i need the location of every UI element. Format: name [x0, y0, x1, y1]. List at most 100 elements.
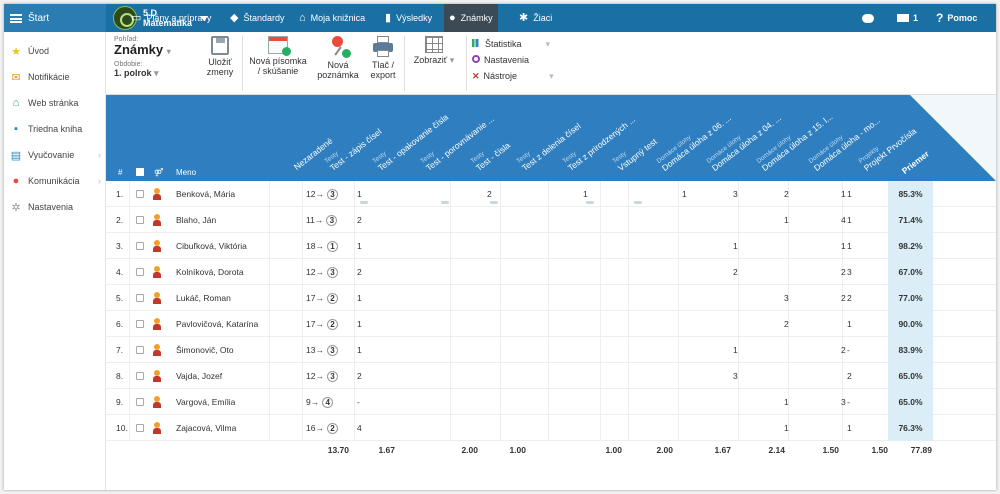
column-header[interactable]: Testy Test - čísla	[469, 140, 513, 173]
student-name[interactable]: Vajda, Jozef	[176, 371, 223, 381]
nav-4[interactable]: ● Známky	[444, 4, 498, 32]
nav-3[interactable]: ▮ Výsledky	[385, 12, 433, 24]
grade-cell[interactable]: 1	[357, 319, 362, 329]
row-checkbox-cell[interactable]	[136, 259, 144, 285]
sidebar-item-5[interactable]: ● Komunikácia ›	[4, 168, 105, 194]
sidebar-item-6[interactable]: ✲ Nastavenia	[11, 201, 74, 214]
start-button[interactable]: Štart	[4, 4, 106, 32]
unassigned-cell[interactable]: 16 → 2	[306, 415, 338, 441]
column-header[interactable]: Testy Test - zápis čísel	[323, 126, 384, 173]
grade-cell[interactable]: 2	[847, 371, 852, 381]
class-selector[interactable]: 5.D Matematika	[113, 6, 209, 30]
row-checkbox[interactable]	[136, 294, 144, 302]
grade-cell[interactable]: 1	[847, 241, 852, 251]
grade-cell[interactable]: 1	[847, 423, 852, 433]
grade-cell[interactable]: -	[847, 397, 850, 407]
unassigned-cell[interactable]: 17 → 2	[306, 285, 338, 311]
grade-cell[interactable]: 2	[841, 345, 846, 355]
row-checkbox-cell[interactable]	[136, 389, 144, 415]
grade-cell[interactable]: 2	[357, 215, 362, 225]
nav-5[interactable]: ✱ Žiaci	[519, 12, 553, 24]
grade-cell[interactable]: 1	[357, 241, 362, 251]
tools-menu[interactable]: ✕ Nástroje ▾	[472, 71, 554, 81]
sidebar-item-4[interactable]: ▤ Vyučovanie ›	[10, 149, 101, 162]
nav-1[interactable]: ◆ Štandardy	[230, 12, 285, 24]
mail-button[interactable]: 1	[897, 4, 918, 32]
grade-cell[interactable]: 3	[841, 397, 846, 407]
row-checkbox-cell[interactable]	[136, 181, 144, 207]
grade-cell[interactable]: 1	[847, 319, 852, 329]
grade-cell[interactable]: 3	[784, 293, 789, 303]
grade-cell[interactable]: 1	[357, 189, 362, 199]
student-name[interactable]: Cibuľková, Viktória	[176, 241, 247, 251]
row-checkbox-cell[interactable]	[136, 415, 144, 441]
row-checkbox-cell[interactable]	[136, 207, 144, 233]
grade-cell[interactable]: 1	[784, 423, 789, 433]
row-checkbox[interactable]	[136, 268, 144, 276]
grade-cell[interactable]: 2	[847, 293, 852, 303]
help-button[interactable]: ? Pomoc	[936, 11, 978, 25]
grade-cell[interactable]: 1	[733, 345, 738, 355]
unassigned-cell[interactable]: 17 → 2	[306, 311, 338, 337]
unassigned-cell[interactable]: 12 → 3	[306, 363, 338, 389]
row-checkbox-cell[interactable]	[136, 337, 144, 363]
period-selector[interactable]: 1. polrok ▾	[114, 68, 159, 78]
grade-cell[interactable]: 1	[357, 345, 362, 355]
print-button[interactable]: Tlač / export	[366, 36, 400, 80]
grade-cell[interactable]: 1	[847, 189, 852, 199]
row-checkbox[interactable]	[136, 346, 144, 354]
grade-cell[interactable]: 1	[583, 189, 588, 199]
grade-cell[interactable]: 2	[841, 267, 846, 277]
student-name[interactable]: Lukáč, Roman	[176, 293, 231, 303]
grade-cell[interactable]: 3	[847, 267, 852, 277]
row-checkbox-cell[interactable]	[136, 363, 144, 389]
grade-cell[interactable]: 4	[841, 215, 846, 225]
row-checkbox-cell[interactable]	[136, 285, 144, 311]
unassigned-cell[interactable]: 18 → 1	[306, 233, 338, 259]
messages-button[interactable]	[862, 4, 874, 32]
unassigned-cell[interactable]: 12 → 3	[306, 181, 338, 207]
grade-cell[interactable]: 4	[357, 423, 362, 433]
student-name[interactable]: Kolníková, Dorota	[176, 267, 244, 277]
grade-cell[interactable]: 2	[487, 189, 492, 199]
show-dropdown[interactable]: Zobraziť ▾	[411, 36, 457, 65]
grade-cell[interactable]: -	[847, 345, 850, 355]
grade-cell[interactable]: 1	[357, 293, 362, 303]
student-name[interactable]: Blaho, Ján	[176, 215, 217, 225]
row-checkbox[interactable]	[136, 398, 144, 406]
grade-cell[interactable]: 2	[357, 267, 362, 277]
unassigned-cell[interactable]: 13 → 3	[306, 337, 338, 363]
grade-cell[interactable]: 1	[733, 241, 738, 251]
row-checkbox-cell[interactable]	[136, 233, 144, 259]
settings-menu[interactable]: Nastavenia	[472, 52, 554, 68]
nav-0[interactable]: ▭ Plány a prípravy	[131, 12, 212, 24]
sidebar-item-2[interactable]: ⌂ Web stránka	[4, 90, 105, 116]
sidebar-item-1[interactable]: ✉ Notifikácie	[11, 71, 70, 84]
unassigned-cell[interactable]: 11 → 3	[306, 207, 338, 233]
row-checkbox[interactable]	[136, 190, 144, 198]
student-name[interactable]: Zajacová, Vilma	[176, 423, 237, 433]
grade-cell[interactable]: -	[357, 397, 360, 407]
select-all-checkbox[interactable]	[136, 168, 144, 176]
student-name[interactable]: Pavlovičová, Katarína	[176, 319, 259, 329]
sidebar-item-3[interactable]: ▪ Triedna kniha	[4, 116, 105, 142]
grade-cell[interactable]: 2	[784, 189, 789, 199]
grade-cell[interactable]: 2	[733, 267, 738, 277]
new-note-button[interactable]: Nová poznámka	[312, 33, 364, 80]
grade-cell[interactable]: 1	[841, 189, 846, 199]
new-test-button[interactable]: Nová písomka / skúšanie	[246, 36, 310, 76]
grade-cell[interactable]: 1	[784, 215, 789, 225]
sidebar-item-0[interactable]: ★ Úvod	[11, 45, 50, 58]
row-checkbox-cell[interactable]	[136, 311, 144, 337]
nav-2[interactable]: ⌂ Moja knižnica	[299, 12, 366, 24]
grade-cell[interactable]: 1	[784, 397, 789, 407]
grade-cell[interactable]: 2	[784, 319, 789, 329]
student-name[interactable]: Benková, Mária	[176, 189, 236, 199]
unassigned-cell[interactable]: 12 → 3	[306, 259, 338, 285]
statistics-menu[interactable]: Štatistika ▾	[472, 36, 554, 52]
grade-cell[interactable]: 2	[357, 371, 362, 381]
grade-cell[interactable]: 3	[733, 371, 738, 381]
row-checkbox[interactable]	[136, 372, 144, 380]
row-checkbox[interactable]	[136, 216, 144, 224]
grade-cell[interactable]: 1	[841, 241, 846, 251]
